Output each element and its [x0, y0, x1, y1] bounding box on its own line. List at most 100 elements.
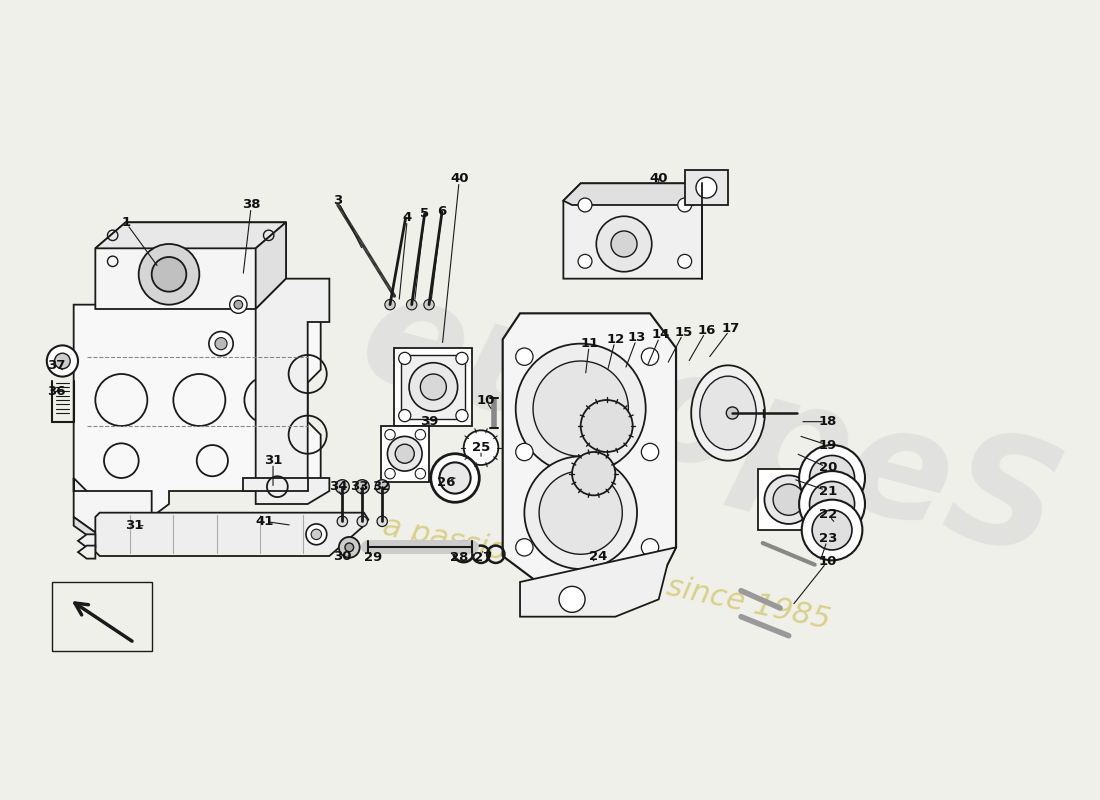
- Circle shape: [339, 537, 360, 558]
- Text: 36: 36: [47, 385, 66, 398]
- Text: 5: 5: [420, 207, 429, 220]
- Text: 38: 38: [242, 198, 261, 211]
- Polygon shape: [74, 517, 152, 547]
- Text: 13: 13: [628, 331, 646, 344]
- Circle shape: [812, 510, 852, 550]
- Circle shape: [214, 338, 227, 350]
- Circle shape: [395, 444, 415, 463]
- Circle shape: [596, 216, 652, 272]
- FancyBboxPatch shape: [52, 582, 152, 651]
- Circle shape: [641, 538, 659, 556]
- Circle shape: [385, 299, 395, 310]
- Circle shape: [539, 471, 623, 554]
- Circle shape: [345, 543, 353, 552]
- Circle shape: [810, 455, 855, 501]
- Text: 24: 24: [588, 550, 607, 562]
- Circle shape: [764, 475, 813, 524]
- Text: 33: 33: [351, 480, 369, 493]
- Circle shape: [387, 437, 422, 471]
- Text: 31: 31: [264, 454, 283, 467]
- Text: 10: 10: [818, 554, 837, 568]
- Circle shape: [55, 353, 70, 369]
- Text: 39: 39: [420, 415, 438, 428]
- Text: 37: 37: [47, 359, 66, 372]
- Circle shape: [516, 538, 534, 556]
- Circle shape: [230, 296, 248, 314]
- Circle shape: [415, 469, 426, 479]
- Polygon shape: [74, 478, 152, 538]
- Circle shape: [455, 410, 468, 422]
- Circle shape: [152, 257, 186, 292]
- Circle shape: [306, 524, 327, 545]
- Circle shape: [336, 480, 350, 494]
- Circle shape: [810, 482, 855, 526]
- Circle shape: [579, 254, 592, 268]
- Circle shape: [377, 516, 387, 526]
- Text: 29: 29: [364, 551, 382, 564]
- Circle shape: [407, 299, 417, 310]
- Circle shape: [355, 480, 370, 494]
- Text: 41: 41: [255, 515, 274, 528]
- Circle shape: [385, 469, 395, 479]
- Text: 22: 22: [818, 508, 837, 521]
- Ellipse shape: [700, 376, 756, 450]
- Polygon shape: [563, 183, 702, 205]
- Circle shape: [424, 299, 434, 310]
- Circle shape: [516, 344, 646, 474]
- Circle shape: [439, 462, 471, 494]
- Text: 26: 26: [437, 476, 455, 489]
- Text: a passion for lotus since 1985: a passion for lotus since 1985: [381, 512, 833, 635]
- Circle shape: [420, 374, 447, 400]
- Text: 15: 15: [674, 326, 693, 339]
- Polygon shape: [684, 170, 728, 205]
- Circle shape: [234, 300, 243, 309]
- Circle shape: [802, 500, 862, 560]
- Circle shape: [139, 244, 199, 305]
- Text: 18: 18: [818, 415, 837, 428]
- Circle shape: [311, 529, 321, 539]
- Text: 34: 34: [329, 480, 348, 493]
- Circle shape: [409, 362, 458, 411]
- Text: 6: 6: [438, 206, 447, 218]
- Circle shape: [464, 430, 498, 465]
- Circle shape: [516, 443, 534, 461]
- Text: 3: 3: [333, 194, 342, 207]
- Circle shape: [559, 586, 585, 612]
- Text: 40: 40: [649, 173, 668, 186]
- Circle shape: [678, 254, 692, 268]
- Circle shape: [696, 178, 717, 198]
- Polygon shape: [78, 546, 96, 558]
- Circle shape: [431, 454, 480, 502]
- Circle shape: [799, 445, 865, 511]
- Text: 21: 21: [818, 485, 837, 498]
- Polygon shape: [96, 222, 286, 309]
- Circle shape: [534, 361, 628, 456]
- Circle shape: [641, 348, 659, 366]
- Polygon shape: [78, 534, 96, 547]
- Circle shape: [678, 198, 692, 212]
- FancyBboxPatch shape: [402, 355, 465, 419]
- Circle shape: [525, 456, 637, 569]
- Circle shape: [773, 484, 804, 515]
- Polygon shape: [503, 314, 676, 582]
- Circle shape: [516, 348, 534, 366]
- Circle shape: [398, 410, 410, 422]
- Polygon shape: [520, 547, 676, 617]
- Circle shape: [358, 516, 367, 526]
- Text: 25: 25: [472, 441, 491, 454]
- FancyBboxPatch shape: [382, 426, 429, 482]
- Text: 12: 12: [606, 333, 625, 346]
- Polygon shape: [74, 305, 321, 517]
- Circle shape: [581, 400, 632, 452]
- Circle shape: [375, 480, 389, 494]
- Polygon shape: [96, 222, 286, 248]
- Text: 20: 20: [818, 461, 837, 474]
- Circle shape: [799, 471, 865, 537]
- Polygon shape: [255, 278, 329, 504]
- Circle shape: [47, 346, 78, 377]
- Circle shape: [641, 443, 659, 461]
- Text: 28: 28: [450, 551, 469, 564]
- Text: 14: 14: [651, 329, 670, 342]
- Text: 31: 31: [125, 519, 143, 532]
- Circle shape: [398, 352, 410, 365]
